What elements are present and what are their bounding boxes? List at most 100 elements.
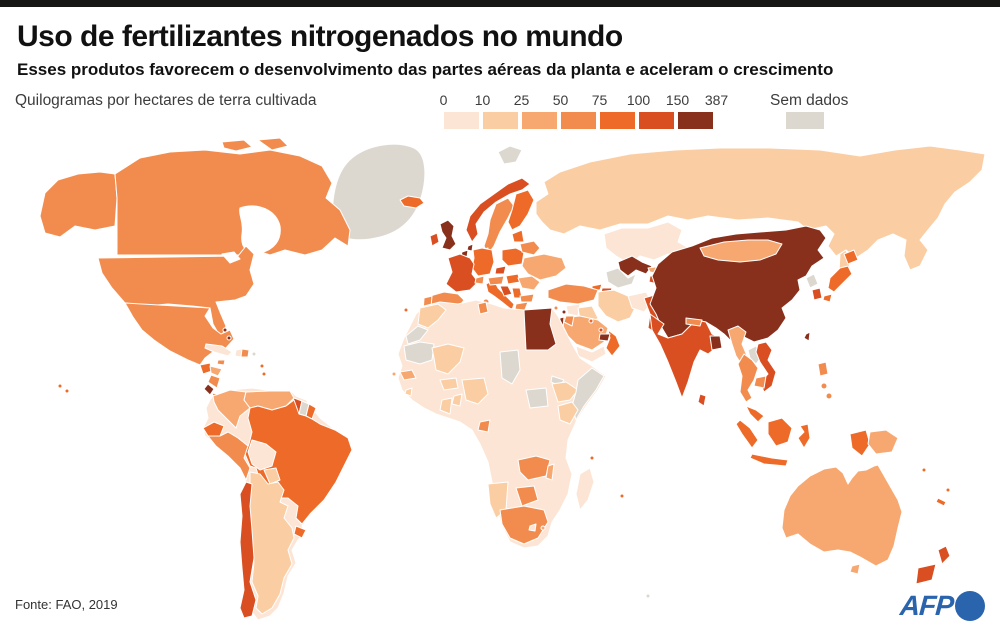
region-uruguay bbox=[293, 525, 307, 539]
afp-logo-circle-icon bbox=[955, 591, 985, 621]
region-ireland bbox=[429, 232, 440, 247]
region-senegal bbox=[399, 369, 417, 381]
region-philippines-visayas bbox=[820, 382, 828, 390]
region-comoros bbox=[589, 455, 595, 461]
legend-no-data-label: Sem dados bbox=[770, 92, 849, 109]
region-indonesia-borneo bbox=[767, 417, 793, 447]
region-finland bbox=[507, 189, 535, 231]
world-choropleth-map bbox=[39, 138, 986, 621]
region-nigeria bbox=[461, 377, 489, 405]
region-bolivia bbox=[247, 439, 277, 471]
region-mongolia bbox=[699, 239, 783, 263]
region-bahamas-2 bbox=[226, 335, 232, 341]
region-turkey bbox=[547, 283, 599, 305]
region-north-korea bbox=[805, 273, 819, 289]
region-hawaii-2 bbox=[64, 388, 70, 394]
legend-swatch bbox=[678, 112, 713, 129]
region-norway bbox=[465, 177, 531, 243]
region-western-sahara bbox=[405, 325, 429, 345]
region-cape-verde bbox=[391, 371, 397, 377]
region-czechia bbox=[494, 265, 507, 275]
region-hawaii bbox=[57, 383, 63, 389]
region-kenya bbox=[557, 401, 579, 425]
legend-swatch bbox=[483, 112, 518, 129]
region-alaska bbox=[39, 171, 118, 238]
region-pacific-islands bbox=[921, 467, 927, 473]
legend-tick-labels: 0 10 25 50 75 100 150 387 bbox=[424, 92, 736, 108]
region-malawi bbox=[545, 463, 555, 481]
afp-logo: AFP bbox=[898, 590, 985, 622]
legend-color-scale bbox=[444, 112, 717, 129]
region-india bbox=[649, 313, 723, 399]
legend-tick: 75 bbox=[591, 92, 608, 108]
region-puerto-rico bbox=[251, 351, 257, 357]
region-swaziland bbox=[540, 525, 546, 531]
region-canary-islands bbox=[403, 307, 409, 313]
region-iran bbox=[597, 289, 637, 323]
region-somalia bbox=[571, 367, 605, 421]
region-cyprus bbox=[553, 305, 559, 311]
legend-tick: 387 bbox=[704, 92, 729, 108]
region-zimbabwe bbox=[515, 485, 539, 507]
region-germany bbox=[471, 247, 495, 277]
region-papua-new-guinea bbox=[867, 429, 899, 455]
region-new-caledonia bbox=[935, 497, 947, 507]
region-brazil bbox=[244, 399, 353, 525]
legend-swatch bbox=[522, 112, 557, 129]
region-australia bbox=[781, 464, 903, 567]
source-note: Fonte: FAO, 2019 bbox=[15, 597, 118, 612]
region-malaysia bbox=[745, 405, 765, 423]
region-indonesia-java bbox=[749, 453, 789, 467]
region-lesotho bbox=[528, 523, 537, 532]
region-paraguay bbox=[263, 467, 281, 485]
region-thailand bbox=[737, 353, 759, 403]
region-indonesia-papua bbox=[849, 429, 871, 457]
region-netherlands bbox=[466, 243, 474, 252]
region-colombia bbox=[212, 389, 251, 429]
hudson-bay bbox=[239, 205, 281, 254]
region-svalbard bbox=[497, 145, 523, 165]
region-new-zealand-north bbox=[937, 545, 951, 565]
region-japan-kyushu bbox=[822, 293, 833, 303]
region-bahamas bbox=[222, 327, 228, 333]
legend-tick: 0 bbox=[439, 92, 448, 108]
region-tunisia bbox=[477, 301, 489, 315]
region-gabon bbox=[477, 419, 491, 433]
page-subtitle: Esses produtos favorecem o desenvolvimen… bbox=[17, 60, 834, 79]
region-poland bbox=[501, 247, 525, 267]
region-indonesia-sulawesi bbox=[797, 423, 811, 449]
legend-tick: 150 bbox=[665, 92, 690, 108]
top-accent-bar bbox=[0, 0, 1000, 7]
region-greenland bbox=[331, 143, 426, 241]
region-sweden bbox=[483, 197, 515, 255]
region-russia bbox=[535, 145, 986, 271]
region-chad bbox=[499, 349, 521, 385]
region-chile bbox=[239, 481, 257, 619]
region-burkina-faso bbox=[439, 377, 459, 391]
region-jamaica bbox=[216, 359, 226, 366]
legend-tick: 50 bbox=[552, 92, 569, 108]
legend-unit-label: Quilogramas por hectares de terra cultiv… bbox=[15, 92, 317, 109]
region-cambodia bbox=[753, 375, 767, 389]
region-japan-hokkaido bbox=[843, 249, 859, 265]
region-lebanon bbox=[561, 309, 567, 315]
region-togo-benin bbox=[451, 393, 463, 407]
region-kuwait bbox=[588, 318, 594, 324]
region-nepal bbox=[685, 317, 703, 327]
legend-swatch bbox=[639, 112, 674, 129]
region-austria bbox=[487, 275, 505, 286]
legend-swatch bbox=[561, 112, 596, 129]
region-japan-honshu bbox=[827, 265, 853, 293]
region-jordan bbox=[563, 315, 575, 327]
region-china bbox=[649, 225, 827, 343]
region-costa-rica bbox=[203, 383, 215, 396]
region-morocco bbox=[417, 303, 447, 329]
region-peru bbox=[207, 431, 251, 481]
region-mauritius bbox=[619, 493, 625, 499]
region-uk bbox=[439, 219, 457, 251]
legend-tick: 100 bbox=[626, 92, 651, 108]
region-oman bbox=[605, 329, 621, 357]
afp-logo-text: AFP bbox=[898, 590, 955, 621]
region-sri-lanka bbox=[697, 393, 707, 407]
